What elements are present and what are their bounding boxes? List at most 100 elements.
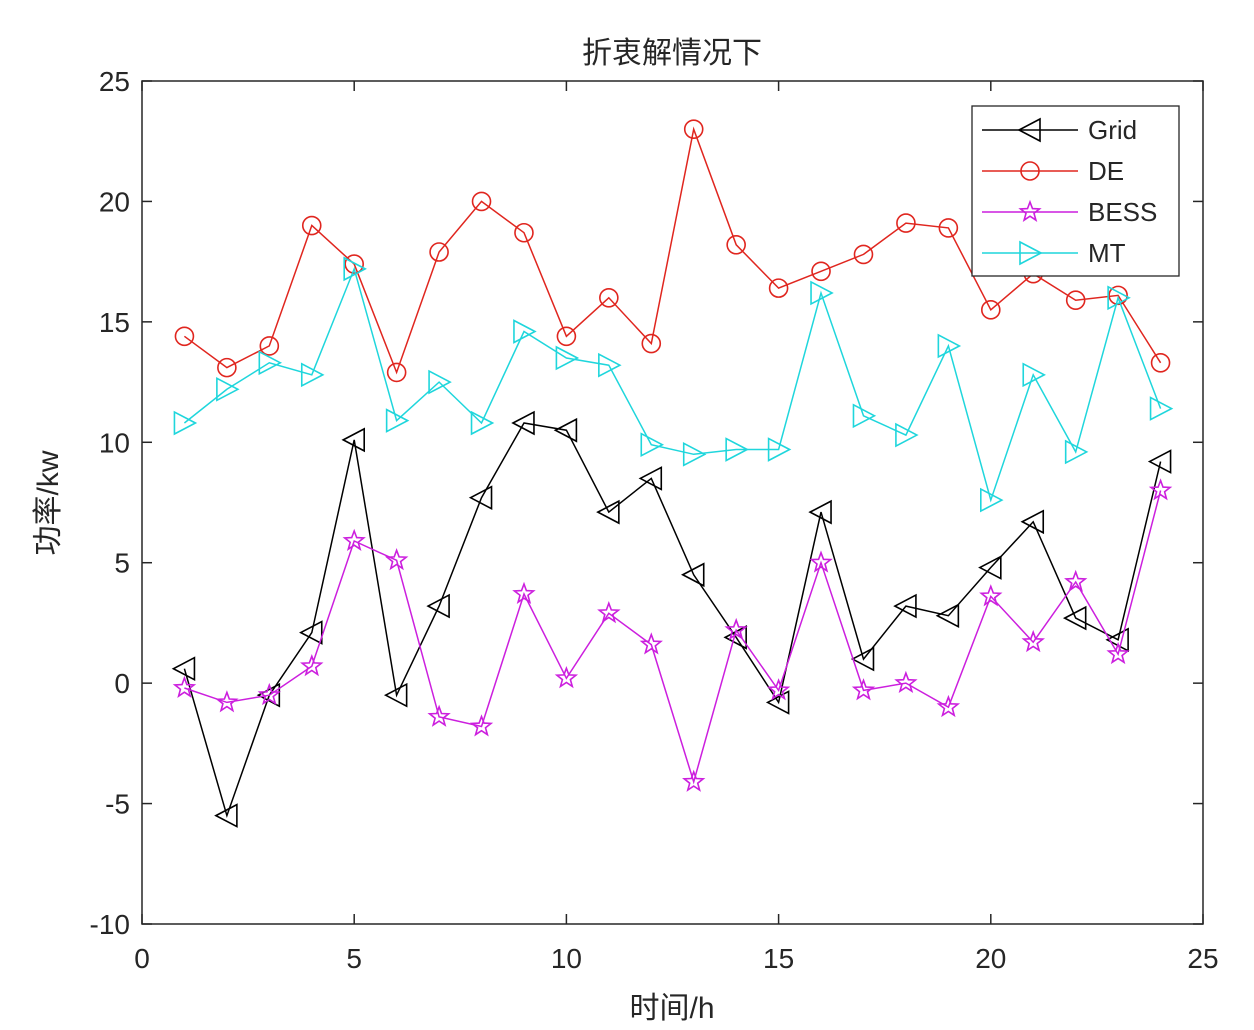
data-point-bess xyxy=(724,617,748,641)
series-line-mt xyxy=(183,266,1162,503)
data-point-bess xyxy=(851,678,876,701)
data-point-de xyxy=(471,191,492,212)
legend-marker-mt xyxy=(1019,240,1043,266)
data-point-grid xyxy=(808,499,832,525)
series-bess xyxy=(172,478,1173,792)
data-point-bess xyxy=(512,581,536,604)
data-point-mt xyxy=(1064,439,1089,465)
data-point-de xyxy=(853,244,874,265)
legend-marker-bess xyxy=(1018,199,1042,222)
y-tick-label: 5 xyxy=(114,548,130,579)
legend-label-mt: MT xyxy=(1088,238,1126,268)
data-point-bess xyxy=(215,690,239,713)
data-point-de xyxy=(726,234,746,255)
data-point-mt xyxy=(216,376,240,402)
legend-label-bess: BESS xyxy=(1088,197,1157,227)
series-line-grid xyxy=(183,422,1162,819)
x-axis-label: 时间/h xyxy=(629,992,714,1025)
data-point-grid xyxy=(553,417,578,443)
data-point-grid xyxy=(256,682,281,708)
y-tick-label: -5 xyxy=(105,789,130,820)
data-point-mt xyxy=(173,410,198,436)
x-tick-label: 5 xyxy=(346,943,362,974)
data-point-de xyxy=(386,362,407,383)
axes-layer: 0 5 10 15 20 25 -10 -5 0 5 10 15 20 25 xyxy=(90,66,1219,974)
legend-entry-grid: Grid xyxy=(982,115,1137,145)
data-point-de xyxy=(217,357,237,378)
data-point-grid xyxy=(1020,509,1045,535)
data-point-mt xyxy=(513,319,537,344)
data-point-grid xyxy=(850,646,875,672)
data-point-bess xyxy=(300,654,324,677)
chart-title: 折衷解情况下 xyxy=(582,37,762,70)
data-point-mt xyxy=(895,422,919,448)
data-point-grid xyxy=(638,466,663,491)
data-point-bess xyxy=(1021,629,1045,653)
data-point-bess xyxy=(979,584,1003,607)
data-point-mt xyxy=(852,403,877,429)
data-point-grid xyxy=(383,682,408,708)
data-point-mt xyxy=(555,345,580,371)
data-point-mt xyxy=(1022,362,1046,388)
y-tick-label: 25 xyxy=(99,66,130,97)
legend-entry-de: DE xyxy=(982,156,1124,186)
data-point-grid xyxy=(596,499,620,525)
data-point-bess xyxy=(1106,641,1130,665)
data-point-bess xyxy=(597,601,621,624)
data-point-bess xyxy=(639,632,663,655)
data-point-mt xyxy=(1149,396,1174,421)
data-point-de xyxy=(938,218,959,238)
data-point-grid xyxy=(171,656,196,682)
data-point-de xyxy=(980,300,1001,320)
data-point-grid xyxy=(299,620,323,645)
data-point-de xyxy=(1065,290,1086,310)
data-point-mt xyxy=(810,280,834,306)
series-mt xyxy=(173,256,1174,513)
data-point-mt xyxy=(258,350,283,376)
legend-entry-mt: MT xyxy=(982,238,1126,268)
data-point-de xyxy=(811,261,831,282)
legend-marker-de xyxy=(1020,161,1040,181)
data-point-de xyxy=(429,242,449,262)
data-point-de xyxy=(259,336,280,356)
data-point-mt xyxy=(470,410,495,436)
data-point-de xyxy=(514,222,534,243)
data-point-de xyxy=(896,213,916,233)
data-point-grid xyxy=(341,427,366,453)
data-point-grid xyxy=(680,562,705,588)
data-point-mt xyxy=(385,408,410,433)
data-point-mt xyxy=(428,369,452,395)
data-point-de xyxy=(1150,353,1171,373)
y-tick-label: 0 xyxy=(114,668,130,699)
series-line-bess xyxy=(184,490,1162,785)
data-point-mt xyxy=(979,487,1004,513)
data-point-de xyxy=(599,287,619,308)
data-point-bess xyxy=(384,548,409,571)
series-layer xyxy=(171,119,1174,828)
data-point-bess xyxy=(809,550,833,573)
data-point-grid xyxy=(426,593,450,619)
data-point-grid xyxy=(214,803,238,828)
x-tick-label: 10 xyxy=(551,943,582,974)
axes-box xyxy=(141,80,1204,925)
data-point-de xyxy=(683,119,704,139)
legend-entry-bess: BESS xyxy=(982,197,1157,227)
data-point-bess xyxy=(469,714,494,737)
data-point-de xyxy=(768,278,789,298)
legend-marker-grid xyxy=(1017,117,1041,143)
data-point-bess xyxy=(172,675,197,698)
data-point-grid xyxy=(468,485,493,511)
data-point-mt xyxy=(343,256,367,282)
y-tick-label: 20 xyxy=(99,186,130,217)
x-tick-label: 20 xyxy=(975,943,1006,974)
data-point-bess xyxy=(682,769,706,792)
series-de xyxy=(174,119,1171,383)
data-point-mt xyxy=(300,362,325,388)
data-point-de xyxy=(556,326,577,347)
data-point-bess xyxy=(1148,478,1173,501)
x-tick-label: 25 xyxy=(1187,943,1218,974)
data-point-mt xyxy=(682,442,707,467)
data-point-grid xyxy=(765,690,790,715)
data-point-bess xyxy=(1064,569,1088,592)
